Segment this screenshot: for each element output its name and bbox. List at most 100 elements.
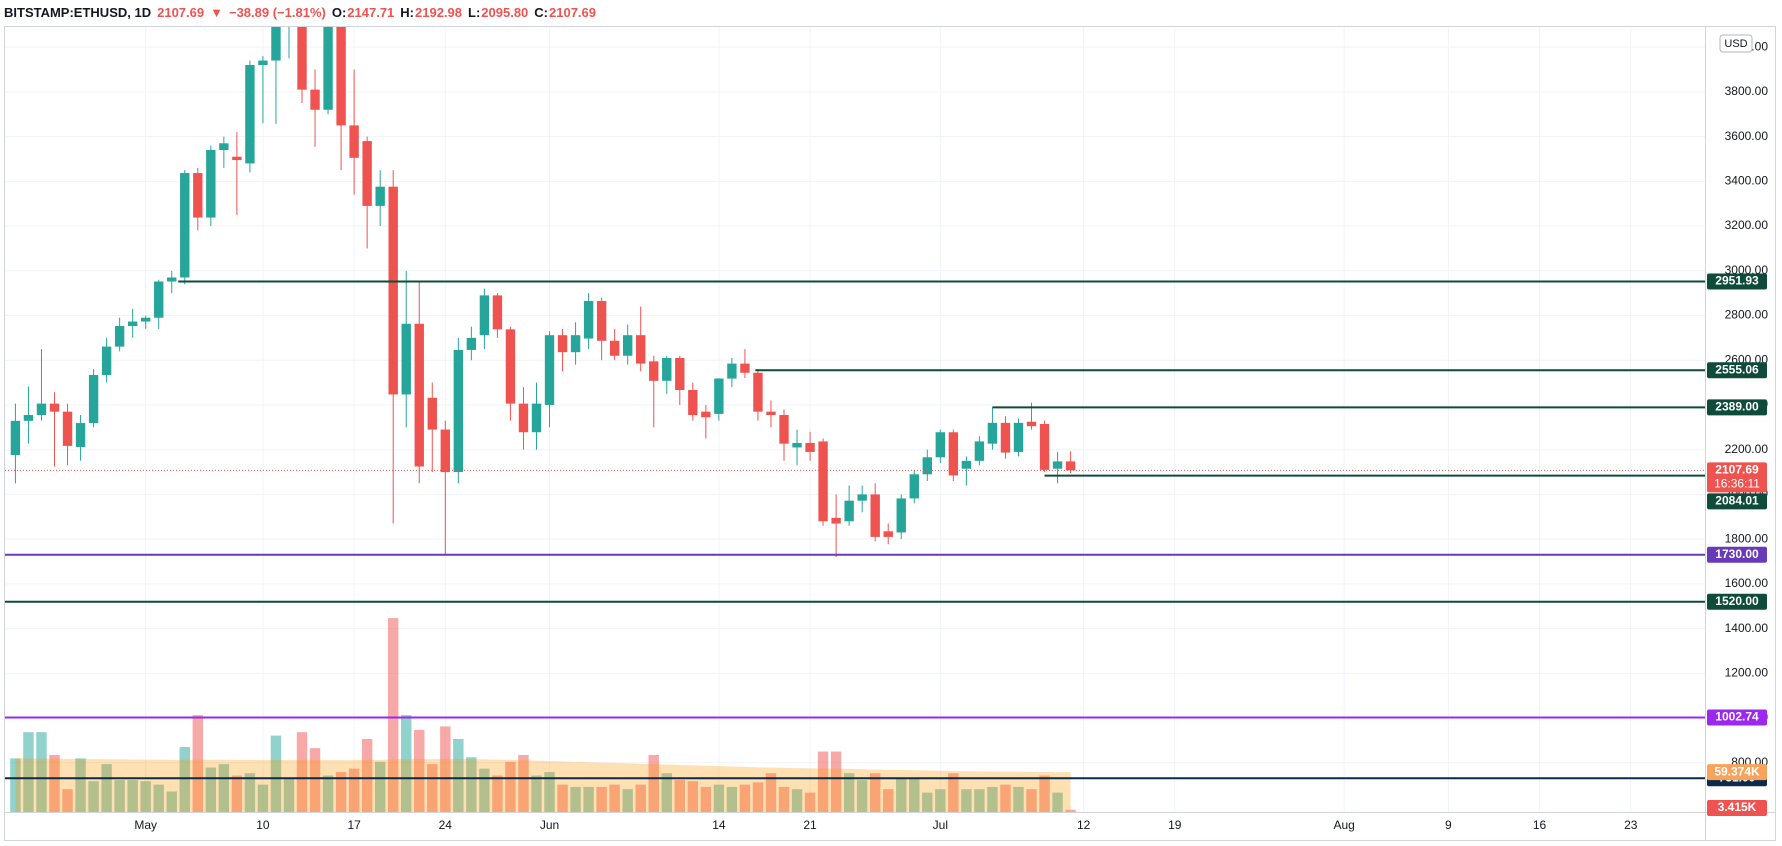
volume-last-label-box bbox=[1707, 800, 1767, 816]
x-tick-label: 16 bbox=[1533, 818, 1547, 832]
candle-body bbox=[1065, 461, 1076, 471]
volume-bar bbox=[935, 789, 946, 812]
candle-body bbox=[310, 89, 320, 110]
candle-body bbox=[779, 415, 789, 444]
volume-bar bbox=[531, 775, 542, 812]
volume-bar bbox=[374, 761, 386, 812]
candle-body bbox=[557, 335, 568, 353]
candle-body bbox=[401, 323, 411, 395]
level-label-box bbox=[1707, 546, 1767, 563]
ohlc-key: O: bbox=[331, 5, 347, 20]
candle-body bbox=[662, 357, 672, 381]
volume-bar bbox=[75, 758, 86, 812]
volume-ma-label: 59.374K bbox=[1714, 764, 1760, 778]
volume-bar bbox=[518, 754, 529, 812]
x-tick-label: Jun bbox=[540, 818, 559, 832]
candle-body bbox=[818, 441, 828, 522]
volume-bar bbox=[244, 773, 256, 812]
ohlc: O: 2147.71 H: 2192.98 L: 2095.80 C: 2107.69 bbox=[332, 5, 596, 20]
ohlc-key: H: bbox=[400, 5, 415, 20]
candle-body bbox=[753, 372, 763, 412]
candle-body bbox=[688, 389, 698, 416]
volume-bar bbox=[309, 748, 321, 812]
ohlc-value: 2147.71 bbox=[347, 5, 395, 20]
volume-bar bbox=[1039, 775, 1050, 812]
volume-bar bbox=[570, 786, 581, 812]
volume-bar bbox=[596, 786, 607, 812]
volume-bar bbox=[778, 786, 790, 812]
candle-body bbox=[583, 300, 594, 339]
volume-bar bbox=[257, 784, 269, 812]
volume-bar bbox=[179, 746, 190, 812]
volume-bar bbox=[544, 772, 555, 812]
candle-body bbox=[518, 403, 529, 433]
volume-bar bbox=[583, 786, 594, 812]
volume-bar bbox=[270, 735, 282, 812]
arrow: ▼ bbox=[210, 5, 223, 20]
candle-body bbox=[36, 403, 47, 416]
x-tick-label: 19 bbox=[1168, 818, 1182, 832]
last-price-label-box bbox=[1707, 462, 1767, 493]
symbol: BITSTAMP:ETHUSD, 1D bbox=[4, 5, 152, 20]
volume-bar bbox=[335, 772, 347, 812]
candle-body bbox=[714, 378, 724, 414]
volume-bar bbox=[361, 739, 373, 812]
candle-body bbox=[323, 27, 333, 110]
volume-bar bbox=[440, 726, 451, 812]
candle-body bbox=[870, 494, 880, 537]
volume-ma-area bbox=[15, 758, 1071, 812]
candle-body bbox=[609, 340, 620, 356]
volume-bar bbox=[765, 773, 777, 812]
volume-bar bbox=[687, 781, 699, 812]
candle-body bbox=[23, 415, 34, 421]
level-label: 1730.00 bbox=[1715, 547, 1759, 561]
candle-body bbox=[857, 494, 867, 501]
level-label-box bbox=[1707, 709, 1767, 726]
volume-bar bbox=[140, 781, 151, 812]
candle-body bbox=[141, 317, 151, 322]
candle-body bbox=[636, 335, 646, 364]
y-tick-label: 1800.00 bbox=[1725, 531, 1769, 545]
candle-body bbox=[570, 335, 581, 353]
level-label-box bbox=[1707, 493, 1767, 510]
x-tick-label: 9 bbox=[1445, 818, 1452, 832]
candle-body bbox=[622, 335, 633, 356]
volume-bar bbox=[922, 792, 933, 812]
volume-bar bbox=[427, 764, 438, 812]
y-tick-label: 3000.00 bbox=[1725, 263, 1769, 277]
volume-bar bbox=[830, 751, 842, 812]
candle-body bbox=[792, 442, 802, 448]
volume-bar bbox=[492, 775, 503, 812]
y-tick-label: 1600.00 bbox=[1725, 576, 1769, 590]
candle-body bbox=[844, 500, 854, 522]
frame bbox=[4, 26, 1776, 841]
candle-body bbox=[414, 323, 424, 467]
volume-last-label: 3.415K bbox=[1718, 800, 1757, 814]
volume-bar bbox=[153, 784, 164, 812]
currency-box bbox=[1719, 34, 1753, 53]
level-label: 1520.00 bbox=[1715, 594, 1759, 608]
volume-bar bbox=[205, 767, 217, 812]
last-price-label: 2107.69 bbox=[1715, 463, 1759, 477]
level-label: 1002.74 bbox=[1715, 710, 1759, 724]
countdown: 16:36:11 bbox=[1714, 477, 1760, 491]
volume-bar bbox=[505, 761, 516, 812]
volume-bar bbox=[674, 780, 685, 812]
candle-body bbox=[531, 403, 542, 433]
candle-body bbox=[245, 65, 255, 164]
y-tick-label: 3200.00 bbox=[1725, 218, 1769, 232]
currency: USD bbox=[1724, 38, 1747, 50]
volume-bar bbox=[1026, 789, 1037, 812]
candle-body bbox=[596, 300, 607, 341]
x-tick-label: Jul bbox=[933, 818, 948, 832]
volume-bar bbox=[622, 789, 633, 812]
candle-body bbox=[544, 335, 555, 405]
level-label: 2389.00 bbox=[1715, 400, 1759, 414]
volume-bar bbox=[909, 777, 920, 812]
x-tick-label: 14 bbox=[712, 818, 726, 832]
plot-area bbox=[5, 27, 1705, 812]
candle-body bbox=[727, 363, 737, 379]
candle-body bbox=[935, 432, 946, 458]
candle-body bbox=[258, 60, 268, 66]
